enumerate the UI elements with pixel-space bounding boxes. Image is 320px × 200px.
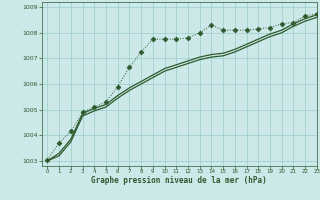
X-axis label: Graphe pression niveau de la mer (hPa): Graphe pression niveau de la mer (hPa): [91, 176, 267, 185]
